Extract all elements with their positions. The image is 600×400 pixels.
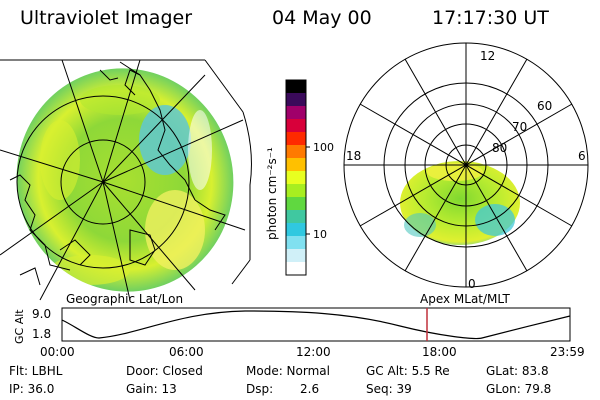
time-label: 17:17:30 UT	[432, 7, 549, 29]
mlat-label-80: 80	[492, 141, 507, 155]
altitude-ylabel: GC Alt	[13, 309, 26, 344]
lat-lon-grid	[0, 59, 246, 301]
colorbar-cell	[286, 119, 306, 133]
geographic-image	[0, 59, 252, 301]
glon-info: GLon: 79.8	[486, 382, 552, 396]
altitude-xtick-0600: 06:00	[169, 345, 204, 359]
dsp-label: Dsp:	[246, 382, 274, 396]
mlt-label-0: 0	[468, 277, 476, 291]
mlt-label-18: 18	[346, 149, 361, 163]
coastline-outlines	[9, 61, 226, 286]
glat-info: GLat: 83.8	[486, 364, 549, 378]
mlt-label-12: 12	[480, 49, 495, 63]
colorbar-cell	[286, 249, 306, 263]
gc-alt-info: GC Alt: 5.5 Re	[366, 364, 450, 378]
colorbar-cell	[286, 236, 306, 250]
altitude-ytick-1.8: 1.8	[32, 327, 51, 341]
mlat-label-70: 70	[512, 120, 527, 134]
geographic-label: Geographic Lat/Lon	[66, 292, 183, 306]
altitude-xtick-0000: 00:00	[40, 345, 75, 359]
emission-texture	[40, 85, 212, 285]
colorbar-cells	[286, 80, 306, 276]
colorbar-cell	[286, 158, 306, 172]
colorbar-cell	[286, 210, 306, 224]
gain-info: Gain: 13	[126, 382, 177, 396]
oval-bright-top	[427, 163, 483, 181]
seq-info: Seq: 39	[366, 382, 412, 396]
altitude-chart: 9.0 1.8 GC Alt 00:00 06:00 12:00 18:00 2…	[13, 307, 585, 359]
colorbar-cell	[286, 145, 306, 159]
ip-info: IP: 36.0	[9, 382, 55, 396]
instrument-title: Ultraviolet Imager	[20, 7, 192, 29]
dsp-value: 2.6	[300, 382, 320, 396]
altitude-curve	[61, 310, 571, 340]
colorbar-cell	[286, 93, 306, 107]
door-info: Door: Closed	[126, 364, 203, 378]
colorbar-cell	[286, 106, 306, 120]
colorbar-unit-label: photon cm⁻²s⁻¹	[265, 147, 279, 240]
mlat-label-60: 60	[537, 99, 552, 113]
altitude-ytick-9: 9.0	[32, 307, 51, 321]
colorbar-cell	[286, 262, 306, 276]
apex-label: Apex MLat/MLT	[420, 292, 510, 306]
colorbar: 100 10 photon cm⁻²s⁻¹	[265, 79, 334, 276]
colorbar-border	[285, 79, 307, 276]
colorbar-tick-label-100: 100	[313, 141, 334, 154]
colorbar-tick-label-10: 10	[313, 228, 327, 241]
auroral-emission-blob	[16, 68, 234, 292]
colorbar-cell	[286, 80, 306, 94]
mlt-label-6: 6	[578, 149, 586, 163]
altitude-xtick-1800: 18:00	[422, 345, 457, 359]
date-label: 04 May 00	[272, 7, 372, 29]
mode-info: Mode: Normal	[246, 364, 330, 378]
polar-plot: 12 18 6 0 60 70 80	[343, 42, 589, 291]
colorbar-cell	[286, 223, 306, 237]
altitude-xtick-1200: 12:00	[296, 345, 331, 359]
altitude-chart-frame	[61, 307, 571, 342]
filter-info: Flt: LBHL	[9, 364, 63, 378]
colorbar-cell	[286, 132, 306, 146]
colorbar-cell	[286, 184, 306, 198]
colorbar-cell	[286, 197, 306, 211]
map-frame	[0, 59, 252, 285]
colorbar-cell	[286, 171, 306, 185]
polar-grid	[343, 42, 589, 288]
altitude-xtick-2359: 23:59	[550, 345, 585, 359]
